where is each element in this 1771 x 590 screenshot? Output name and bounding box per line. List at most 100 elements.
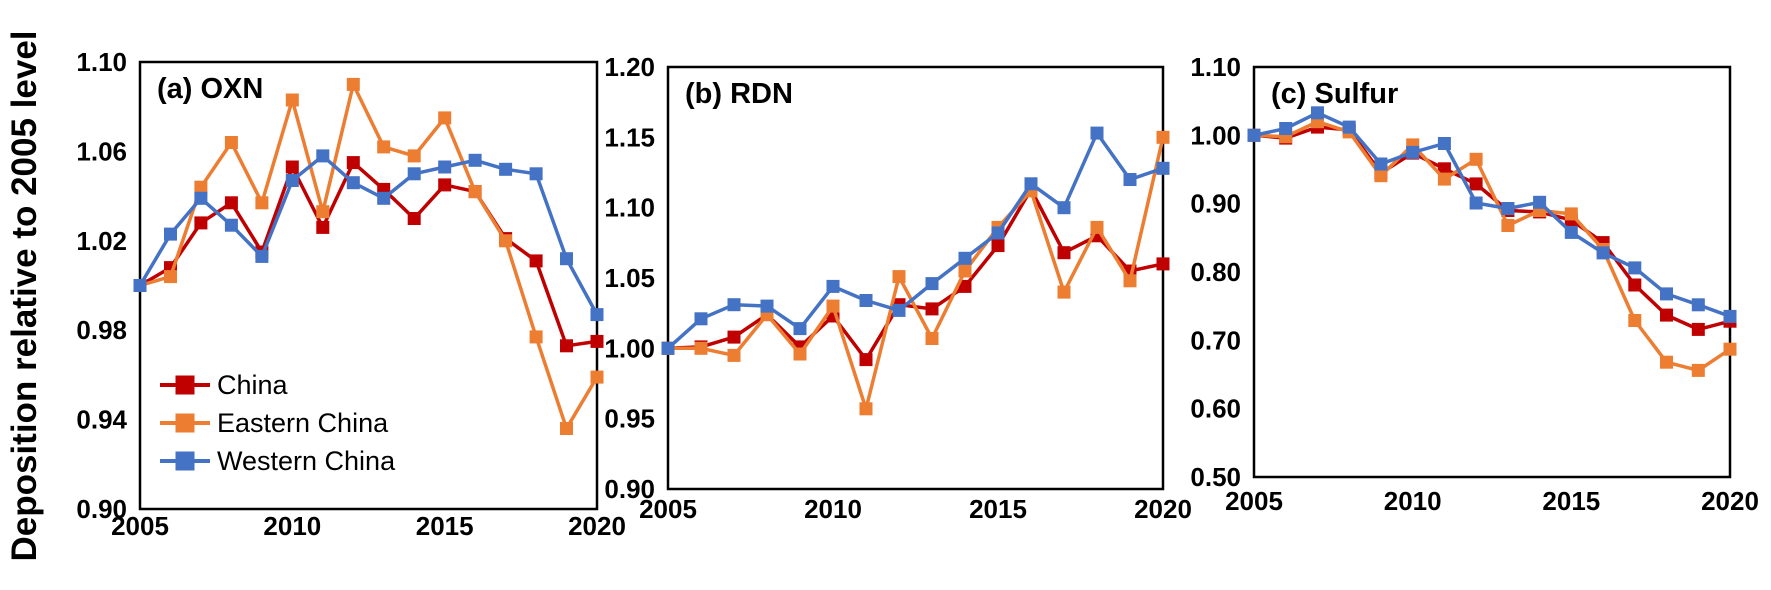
data-point-marker	[925, 332, 939, 345]
y-tick-label: 1.02	[76, 226, 127, 256]
data-point-marker	[727, 348, 741, 362]
series-western-china	[1247, 106, 1737, 323]
data-point-marker	[194, 216, 208, 230]
x-tick-label: 2005	[111, 511, 169, 541]
data-point-marker	[793, 347, 807, 361]
y-tick-label: 1.15	[604, 122, 655, 152]
y-tick-label: 1.10	[1190, 52, 1241, 82]
data-point-marker	[1533, 195, 1547, 209]
data-point-marker	[1660, 287, 1673, 301]
data-point-marker	[991, 226, 1005, 240]
series-eastern-china	[1247, 115, 1737, 377]
data-point-marker	[590, 308, 604, 322]
data-point-marker	[1374, 157, 1388, 171]
data-point-marker	[925, 277, 939, 291]
data-point-marker	[1628, 278, 1642, 292]
series-line	[666, 131, 1164, 350]
data-point-marker	[1660, 308, 1673, 322]
data-point-marker	[499, 162, 513, 176]
data-point-marker	[346, 77, 360, 91]
data-point-marker	[438, 178, 452, 192]
data-point-marker	[590, 370, 604, 384]
x-tick-label: 2010	[1384, 486, 1442, 516]
data-point-marker	[1691, 298, 1705, 312]
y-tick-label: 0.80	[1190, 257, 1241, 287]
data-point-marker	[1564, 207, 1578, 221]
data-point-marker	[407, 149, 421, 163]
series-line	[1253, 125, 1731, 332]
data-point-marker	[560, 252, 573, 266]
data-point-marker	[1628, 314, 1642, 327]
x-tick-label: 2005	[1225, 486, 1283, 516]
data-point-marker	[1723, 309, 1737, 323]
data-point-marker	[1342, 120, 1356, 134]
panel-title: (b) RDN	[685, 78, 793, 110]
y-tick-label: 0.60	[1190, 394, 1241, 424]
data-point-marker	[255, 249, 269, 263]
data-point-marker	[1057, 201, 1071, 215]
data-point-marker	[1156, 130, 1170, 144]
series-western-china	[661, 126, 1170, 355]
data-point-marker	[1090, 220, 1104, 234]
data-point-marker	[1156, 257, 1170, 271]
data-point-marker	[1057, 285, 1071, 299]
x-tick-label: 2010	[263, 511, 321, 541]
legend-marker-square	[175, 451, 195, 471]
data-point-marker	[1090, 126, 1104, 140]
data-point-marker	[194, 191, 208, 205]
data-point-marker	[1311, 106, 1324, 120]
data-point-marker	[224, 218, 238, 232]
series-eastern-china	[133, 77, 604, 435]
y-tick-label: 1.10	[76, 47, 127, 77]
data-point-marker	[1469, 196, 1483, 210]
data-point-marker	[590, 334, 604, 348]
series-china	[1247, 120, 1737, 336]
data-point-marker	[1564, 225, 1578, 239]
y-tick-label: 0.94	[76, 405, 127, 435]
legend-marker-square	[175, 375, 195, 395]
data-point-marker	[1691, 322, 1705, 336]
data-point-marker	[1437, 172, 1451, 186]
y-tick-label: 0.50	[1190, 462, 1241, 492]
series-line	[1253, 111, 1731, 319]
data-point-marker	[316, 220, 330, 234]
data-point-marker	[727, 298, 741, 312]
data-point-marker	[1123, 173, 1137, 186]
data-point-marker	[255, 196, 269, 210]
x-tick-label: 2015	[1542, 486, 1600, 516]
plot-frame	[138, 60, 599, 511]
legend-item-china: China	[160, 370, 289, 400]
x-tick-label: 2005	[639, 494, 697, 524]
data-point-marker	[1691, 363, 1705, 377]
data-point-marker	[377, 140, 391, 154]
data-point-marker	[499, 234, 513, 248]
legend: China Eastern China Western China	[160, 370, 396, 476]
data-point-marker	[285, 174, 299, 187]
legend-marker-square	[175, 413, 195, 433]
data-point-marker	[438, 111, 452, 125]
data-point-marker	[859, 402, 873, 416]
y-tick-label: 1.10	[604, 193, 655, 223]
data-point-marker	[529, 254, 543, 268]
x-tick-label: 2020	[1134, 494, 1192, 524]
data-point-marker	[958, 264, 972, 278]
data-point-marker	[1660, 355, 1673, 369]
data-point-marker	[346, 176, 360, 190]
data-point-marker	[892, 270, 906, 284]
data-point-marker	[1156, 161, 1170, 175]
x-tick-label: 2020	[1701, 486, 1759, 516]
data-point-marker	[1469, 177, 1483, 191]
y-tick-label: 1.05	[604, 263, 655, 293]
data-point-marker	[826, 279, 840, 293]
legend-label: Eastern China	[217, 408, 389, 438]
data-point-marker	[194, 180, 208, 194]
data-point-marker	[346, 156, 360, 170]
data-point-marker	[1596, 246, 1610, 260]
data-point-marker	[694, 341, 708, 355]
data-point-marker	[793, 322, 807, 336]
legend-label: Western China	[217, 446, 396, 476]
y-tick-label: 0.90	[76, 494, 127, 524]
